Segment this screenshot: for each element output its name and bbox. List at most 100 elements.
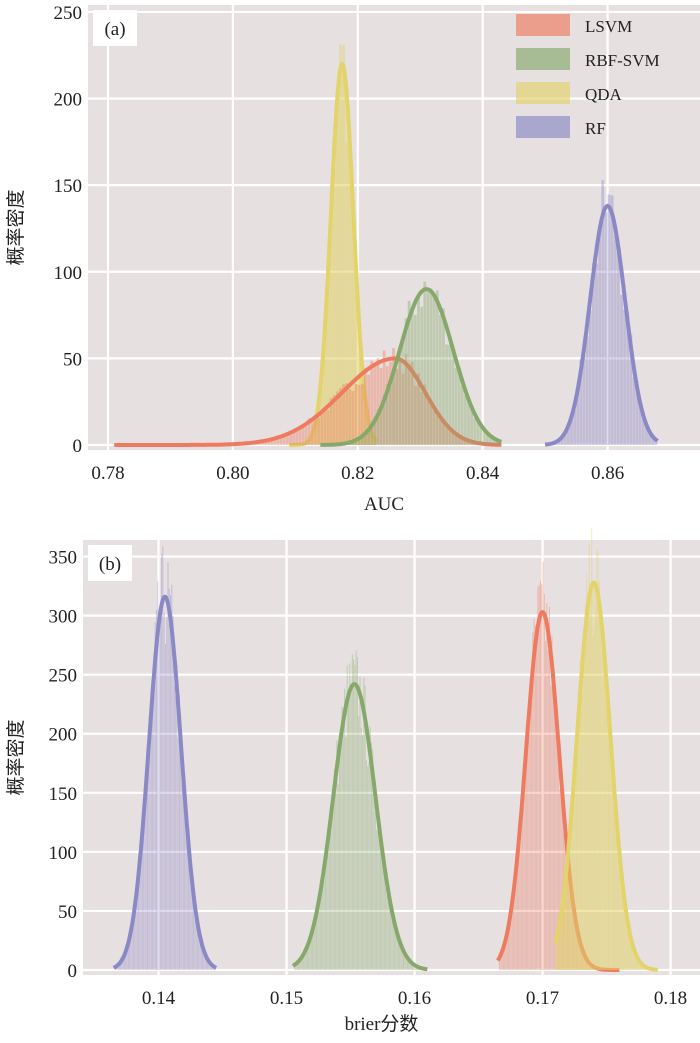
histogram-bar — [175, 697, 177, 970]
histogram-bar — [388, 895, 390, 970]
histogram-bar — [354, 383, 358, 445]
histogram-bar — [586, 574, 588, 970]
y-tick-label: 100 — [54, 263, 83, 284]
histogram-bar — [289, 434, 292, 445]
histogram-bar — [413, 386, 417, 445]
histogram-bar — [179, 695, 181, 970]
density-curve — [543, 203, 659, 447]
histogram-bar — [454, 367, 458, 445]
histogram-bar — [332, 168, 336, 446]
histogram-bar — [159, 612, 161, 970]
histogram-bar — [407, 300, 411, 445]
histogram-bar — [312, 926, 314, 970]
y-tick-label: 250 — [54, 3, 83, 24]
histogram-bar — [367, 766, 369, 970]
histogram-bar — [630, 939, 632, 970]
histogram-bar — [389, 361, 392, 445]
histogram-bar — [575, 926, 577, 970]
histogram-bar — [538, 584, 540, 970]
histogram-bar — [351, 654, 353, 970]
histogram-bar — [208, 960, 210, 970]
histogram-bar — [339, 732, 341, 970]
histogram-bar — [607, 693, 609, 970]
histogram-bar — [482, 427, 486, 445]
x-tick-label: 0.84 — [466, 463, 500, 484]
legend-label: RF — [585, 119, 606, 138]
histogram-bar — [301, 427, 305, 445]
histogram-bar — [580, 656, 582, 970]
histogram-bar — [378, 825, 380, 970]
y-tick-label: 150 — [49, 784, 78, 805]
histogram-bar — [614, 784, 616, 970]
histogram-bar — [536, 633, 538, 970]
histogram-bar — [314, 419, 317, 445]
histogram-bar — [637, 956, 639, 970]
histogram-bar — [411, 963, 413, 970]
histogram-bar — [595, 263, 598, 445]
histogram-bar — [579, 359, 583, 445]
histogram-bar — [507, 926, 509, 970]
histogram-bar — [317, 900, 319, 970]
histogram-bar — [363, 677, 365, 970]
x-tick-label: 0.82 — [341, 463, 374, 484]
histogram-bar — [563, 903, 565, 970]
histogram-bar — [542, 561, 544, 970]
histogram-bar — [389, 386, 392, 445]
histogram-bar — [132, 910, 134, 970]
histogram-bar — [410, 362, 414, 445]
histogram-bar — [619, 852, 621, 970]
histogram-bar — [451, 348, 455, 445]
histogram-bar — [158, 626, 160, 970]
histogram-bar — [320, 412, 324, 445]
histogram-bar — [514, 886, 516, 970]
histogram-bar — [392, 367, 395, 445]
histogram-bar — [150, 694, 152, 970]
histogram-bar — [353, 659, 355, 970]
histogram-bar — [335, 790, 337, 970]
panel-a-auc: 0.78 0.80 0.82 0.84 0.86 0 50 100 150 200 250 AUC 概率… — [5, 3, 700, 515]
histogram-bar — [186, 814, 188, 970]
histogram-bar — [585, 336, 589, 445]
histogram-bar — [118, 963, 120, 970]
histogram-bar — [407, 364, 411, 445]
histogram-bar — [589, 964, 591, 970]
histogram-bar — [323, 407, 327, 445]
histogram-bar — [126, 950, 128, 970]
histogram-bar — [370, 360, 374, 445]
y-tick-label: 200 — [49, 725, 78, 746]
histogram-bar — [560, 915, 562, 970]
histogram-bar — [332, 789, 334, 970]
histogram-bar — [398, 349, 402, 445]
histogram-bar — [632, 945, 634, 970]
density-curve — [291, 682, 429, 972]
histogram-bar — [135, 897, 137, 970]
x-tick-label: 0.78 — [91, 463, 124, 484]
histogram-bar — [285, 432, 289, 445]
histogram-bar — [303, 953, 305, 970]
x-tick-label: 0.18 — [654, 988, 687, 1009]
histogram-bar — [382, 857, 384, 970]
density-curve — [496, 610, 621, 972]
histogram-bar — [172, 615, 174, 970]
histogram-bar — [392, 348, 395, 445]
histogram-bar — [522, 780, 524, 970]
histogram-bar — [198, 933, 200, 970]
histogram-bar — [582, 950, 584, 970]
histogram-bar — [502, 944, 504, 970]
histogram-bar — [426, 288, 430, 445]
histogram-bar — [651, 437, 655, 445]
histogram-bar — [582, 692, 584, 970]
histogram-bar — [379, 405, 383, 445]
histogram-bar — [566, 849, 568, 970]
density-curve — [114, 356, 502, 447]
histogram-bar — [125, 953, 127, 970]
histogram-bar — [345, 142, 349, 445]
histogram-bar — [299, 959, 301, 970]
histogram-bar — [351, 391, 355, 445]
histogram-bar — [615, 812, 617, 970]
histogram-bar — [195, 920, 197, 970]
histogram-bar — [591, 527, 593, 970]
histogram-bar — [573, 409, 577, 445]
histogram-bar — [145, 779, 147, 970]
